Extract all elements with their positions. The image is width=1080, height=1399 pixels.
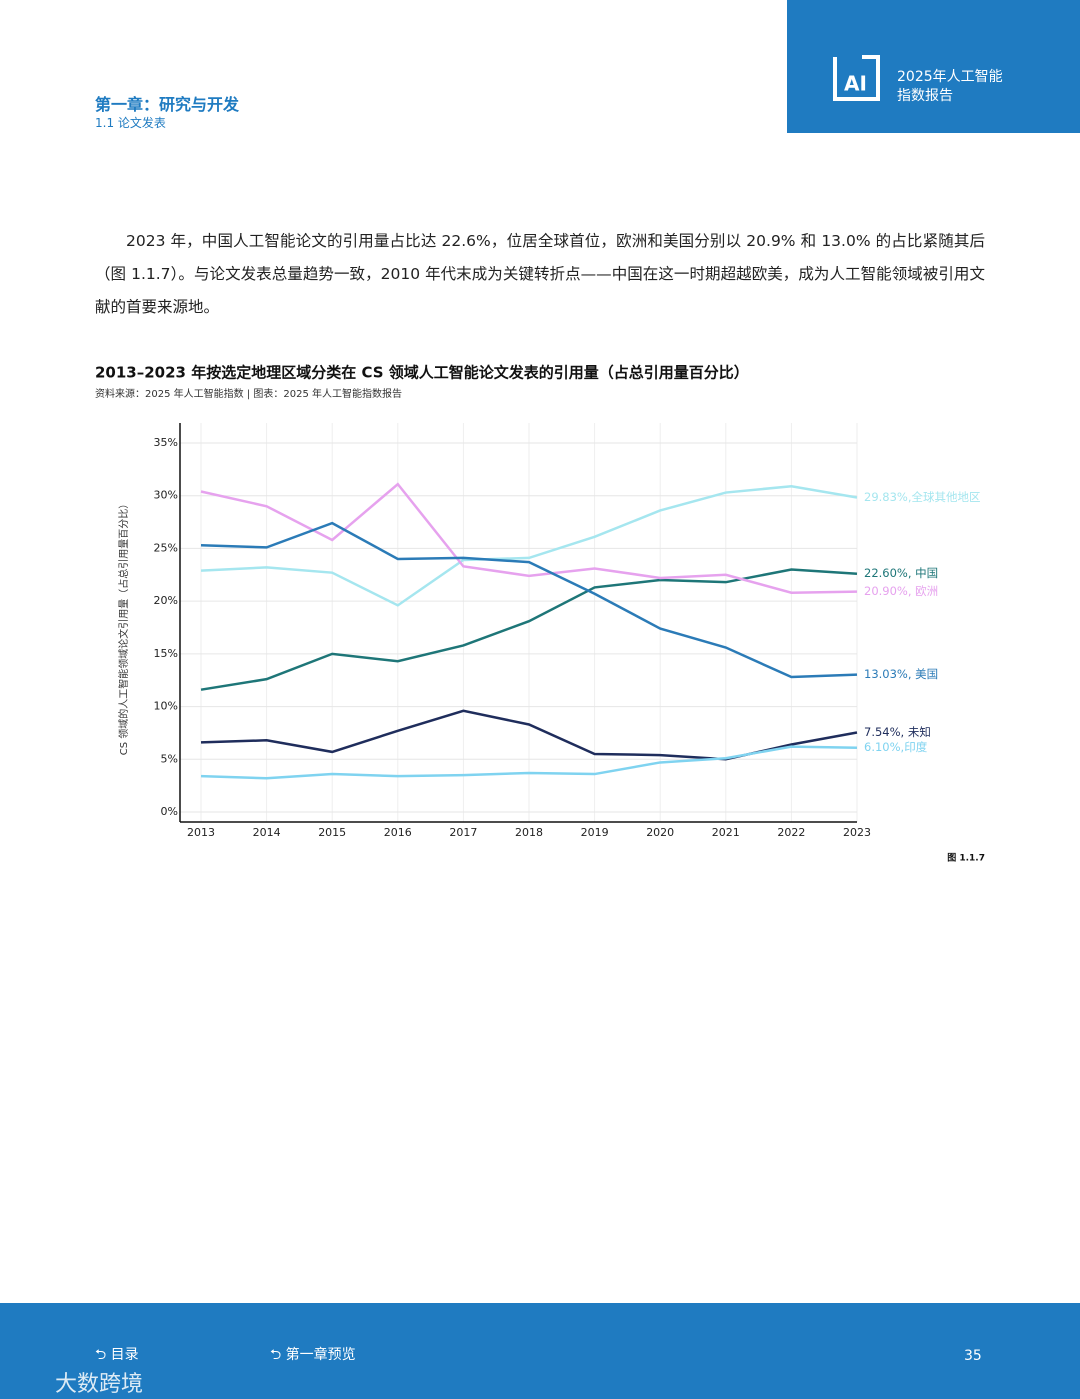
end-label: 22.60%, 中国 xyxy=(864,566,938,580)
x-tick-label: 2021 xyxy=(712,826,740,839)
chapter-title: 第一章：研究与开发 xyxy=(95,95,240,114)
page-number: 35 xyxy=(964,1348,982,1364)
end-label: 7.54%, 未知 xyxy=(864,725,931,739)
x-tick-label: 2016 xyxy=(384,826,412,839)
series-line xyxy=(200,568,858,691)
footer: ⮌ 目录 ⮌ 第一章预览 35 大数跨境 xyxy=(0,1303,1080,1399)
logo: AI xyxy=(833,55,880,101)
x-tick-label: 2013 xyxy=(187,826,215,839)
end-label: 29.83%,全球其他地区 xyxy=(864,490,981,504)
series-line xyxy=(200,521,858,679)
report-line: 2025年人工智能 xyxy=(897,69,1003,85)
end-label: 13.03%, 美国 xyxy=(864,667,938,681)
preview-text: 第一章预览 xyxy=(285,1347,356,1363)
y-tick-label: 15% xyxy=(154,647,178,660)
y-tick-label: 5% xyxy=(161,752,178,765)
x-tick-label: 2015 xyxy=(318,826,346,839)
watermark: 大数跨境 xyxy=(55,1372,144,1397)
y-tick-label: 10% xyxy=(154,700,178,713)
y-axis-label: CS 领域的人工智能领域论文引用量（占总引用量百分比） xyxy=(117,499,130,756)
end-label: 20.90%, 欧洲 xyxy=(864,584,938,598)
toc-link[interactable]: ⮌ 目录 xyxy=(95,1347,139,1363)
preview-link[interactable]: ⮌ 第一章预览 xyxy=(270,1347,356,1363)
y-tick-label: 25% xyxy=(154,541,178,554)
toc-text: 目录 xyxy=(110,1347,139,1363)
x-tick-label: 2017 xyxy=(449,826,477,839)
y-tick-label: 30% xyxy=(154,489,178,502)
body-text: 2023 年，中国人工智能论文的引用量占比达 22.6%，位居全球首位，欧洲和美… xyxy=(95,232,985,316)
svg-text:AI: AI xyxy=(844,72,867,96)
report-name: 2025年人工智能 指数报告 xyxy=(897,68,1003,106)
series-line xyxy=(200,745,858,780)
report-line: 指数报告 xyxy=(897,88,953,104)
series-line xyxy=(200,484,858,607)
figure-number: 图 1.1.7 xyxy=(947,853,985,864)
x-tick-label: 2023 xyxy=(843,826,871,839)
chart-subtitle: 资料来源：2025 年人工智能指数 | 图表：2025 年人工智能指数报告 xyxy=(95,387,402,400)
x-tick-label: 2018 xyxy=(515,826,543,839)
x-tick-label: 2019 xyxy=(581,826,609,839)
series-line xyxy=(200,482,858,594)
y-tick-label: 0% xyxy=(161,805,178,818)
x-tick-label: 2020 xyxy=(646,826,674,839)
y-tick-label: 35% xyxy=(154,436,178,449)
chart: 2013–2023 年按选定地理区域分类在 CS 领域人工智能论文发表的引用量（… xyxy=(95,364,985,864)
chart-title: 2013–2023 年按选定地理区域分类在 CS 领域人工智能论文发表的引用量（… xyxy=(95,364,749,382)
x-tick-label: 2014 xyxy=(253,826,281,839)
y-tick-label: 20% xyxy=(154,594,178,607)
section-title: 1.1 论文发表 xyxy=(95,116,166,130)
x-tick-label: 2022 xyxy=(777,826,805,839)
header-box: AI 2025年人工智能 指数报告 xyxy=(787,0,1080,133)
end-label: 6.10%,印度 xyxy=(864,740,928,754)
